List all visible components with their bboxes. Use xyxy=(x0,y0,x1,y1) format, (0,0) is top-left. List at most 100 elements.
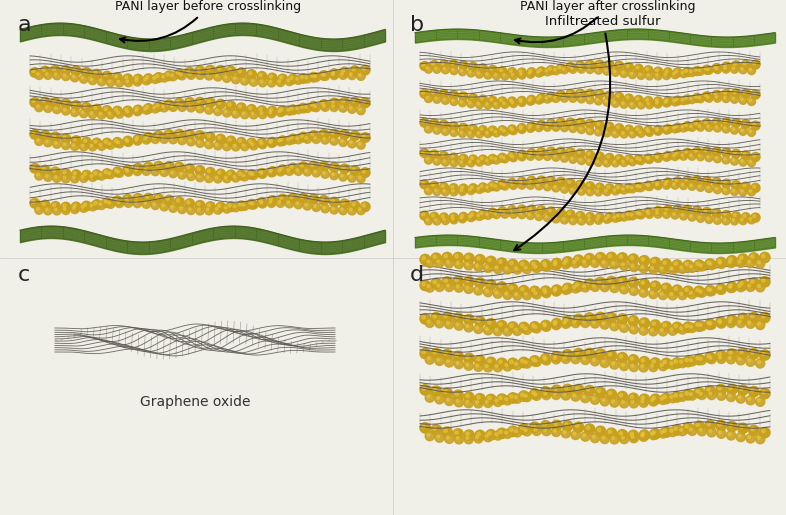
Circle shape xyxy=(112,73,122,82)
Circle shape xyxy=(718,431,722,434)
Circle shape xyxy=(672,425,682,435)
Text: PANI layer after crosslinking: PANI layer after crosslinking xyxy=(515,0,696,43)
Circle shape xyxy=(257,198,266,207)
Circle shape xyxy=(732,118,740,128)
Circle shape xyxy=(707,390,716,400)
Circle shape xyxy=(437,260,439,263)
Circle shape xyxy=(532,264,542,272)
Circle shape xyxy=(350,131,360,141)
Circle shape xyxy=(222,204,231,213)
Circle shape xyxy=(681,126,684,128)
Circle shape xyxy=(535,152,543,160)
Circle shape xyxy=(424,95,432,102)
Circle shape xyxy=(650,394,660,405)
Circle shape xyxy=(432,91,435,94)
Circle shape xyxy=(544,428,546,431)
Circle shape xyxy=(694,95,697,98)
Circle shape xyxy=(586,255,590,259)
Circle shape xyxy=(530,322,540,332)
Circle shape xyxy=(422,350,425,354)
Circle shape xyxy=(442,127,450,135)
Circle shape xyxy=(741,182,751,191)
Circle shape xyxy=(314,205,317,208)
Circle shape xyxy=(350,107,352,109)
Circle shape xyxy=(171,105,174,107)
Circle shape xyxy=(520,426,524,430)
Circle shape xyxy=(435,394,444,404)
Circle shape xyxy=(287,108,289,111)
Circle shape xyxy=(467,186,475,195)
Circle shape xyxy=(604,131,607,133)
Circle shape xyxy=(597,254,601,258)
Circle shape xyxy=(64,176,66,179)
Circle shape xyxy=(616,63,619,66)
Circle shape xyxy=(497,282,507,293)
Circle shape xyxy=(520,212,522,215)
Circle shape xyxy=(509,70,512,73)
Circle shape xyxy=(498,126,507,135)
Circle shape xyxy=(608,353,612,356)
Circle shape xyxy=(714,120,717,123)
Circle shape xyxy=(668,393,678,403)
Circle shape xyxy=(443,218,446,221)
Circle shape xyxy=(587,121,590,124)
Circle shape xyxy=(726,259,736,268)
Circle shape xyxy=(474,324,483,334)
Circle shape xyxy=(164,195,174,205)
Circle shape xyxy=(102,71,112,81)
Circle shape xyxy=(692,206,702,215)
Circle shape xyxy=(156,75,159,78)
Circle shape xyxy=(471,95,473,98)
Circle shape xyxy=(532,391,542,400)
Circle shape xyxy=(340,67,349,77)
Circle shape xyxy=(197,175,200,178)
Circle shape xyxy=(249,142,258,150)
Circle shape xyxy=(606,389,617,400)
Circle shape xyxy=(71,175,79,183)
Circle shape xyxy=(314,170,317,173)
Circle shape xyxy=(593,321,595,323)
Circle shape xyxy=(629,130,637,138)
Circle shape xyxy=(665,207,668,210)
Circle shape xyxy=(500,209,502,212)
Circle shape xyxy=(703,208,711,216)
Circle shape xyxy=(277,165,288,175)
Circle shape xyxy=(738,284,741,287)
Circle shape xyxy=(556,177,565,186)
Circle shape xyxy=(426,158,428,160)
Circle shape xyxy=(685,392,689,395)
Circle shape xyxy=(639,279,649,289)
Circle shape xyxy=(520,100,522,102)
Circle shape xyxy=(453,351,463,362)
Circle shape xyxy=(707,125,709,128)
Circle shape xyxy=(44,71,52,79)
Circle shape xyxy=(483,433,493,442)
Circle shape xyxy=(486,102,488,105)
Circle shape xyxy=(430,89,439,98)
Circle shape xyxy=(637,101,645,109)
Circle shape xyxy=(531,358,535,361)
Circle shape xyxy=(738,423,748,434)
Circle shape xyxy=(751,213,760,222)
Circle shape xyxy=(519,357,529,368)
Circle shape xyxy=(222,74,231,82)
Circle shape xyxy=(651,266,653,269)
Circle shape xyxy=(542,322,551,331)
Circle shape xyxy=(461,63,464,66)
Circle shape xyxy=(648,363,658,372)
Circle shape xyxy=(483,363,493,372)
Circle shape xyxy=(340,97,349,107)
Circle shape xyxy=(97,201,106,210)
Circle shape xyxy=(144,168,146,171)
Circle shape xyxy=(241,77,249,85)
Circle shape xyxy=(603,67,611,75)
Circle shape xyxy=(319,99,329,109)
Circle shape xyxy=(460,100,463,103)
Circle shape xyxy=(569,217,577,225)
Circle shape xyxy=(480,97,483,100)
Circle shape xyxy=(694,178,697,181)
Circle shape xyxy=(542,390,551,400)
Circle shape xyxy=(257,106,266,115)
Circle shape xyxy=(576,212,585,220)
Circle shape xyxy=(177,71,179,74)
